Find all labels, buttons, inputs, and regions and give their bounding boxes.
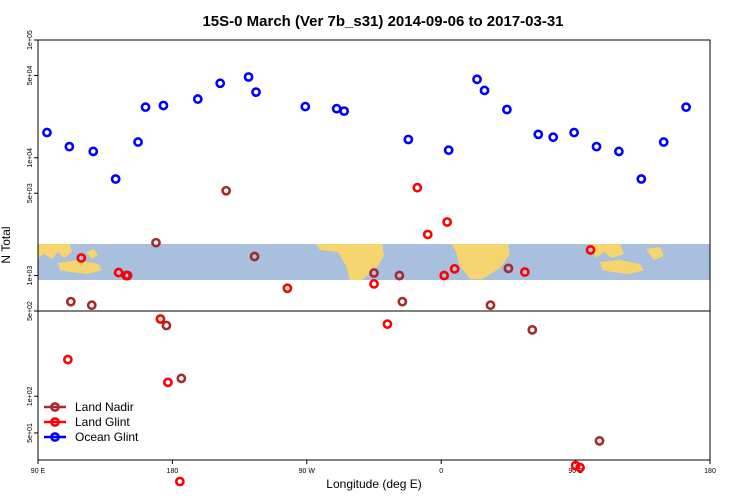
data-point xyxy=(140,102,151,113)
y-tick-label: 5e+04 xyxy=(27,66,34,86)
data-point xyxy=(251,87,261,98)
data-point xyxy=(403,134,414,145)
land-area xyxy=(452,244,510,279)
land-area xyxy=(38,244,72,259)
data-point xyxy=(422,229,433,240)
data-point xyxy=(449,263,460,274)
data-point xyxy=(591,141,602,152)
x-tick-label: 0 xyxy=(439,468,443,475)
chart-title: 15S-0 March (Ver 7b_s31) 2014-09-06 to 2… xyxy=(202,13,563,30)
data-point xyxy=(113,267,124,278)
y-tick-label: 1e+05 xyxy=(27,30,34,50)
data-point xyxy=(658,137,669,147)
data-point xyxy=(443,145,454,156)
y-tick-label: 1e+02 xyxy=(27,386,34,406)
y-tick-label: 1e+03 xyxy=(27,266,34,286)
data-point xyxy=(151,237,161,248)
data-point xyxy=(636,174,647,184)
y-tick-label: 5e+01 xyxy=(27,423,34,443)
x-tick-label: 180 xyxy=(704,468,716,475)
data-point xyxy=(485,300,496,311)
data-point xyxy=(300,101,311,112)
data-points xyxy=(42,72,692,487)
data-point xyxy=(155,314,166,324)
data-point xyxy=(174,476,185,487)
data-point xyxy=(533,129,544,140)
land-area xyxy=(646,247,664,260)
x-tick-label: 90 E xyxy=(568,468,583,475)
land-area xyxy=(600,260,644,274)
data-point xyxy=(397,296,408,307)
data-point xyxy=(65,296,76,307)
data-point xyxy=(176,373,187,384)
y-axis: 1e+05 5e+04 1e+04 5e+03 1e+03 5e+02 1e+02 5e+01 xyxy=(27,30,38,443)
data-point xyxy=(585,245,596,255)
data-point xyxy=(86,300,97,311)
data-point xyxy=(519,267,530,277)
data-point xyxy=(681,102,692,113)
data-point xyxy=(502,104,512,115)
data-point xyxy=(569,127,580,138)
data-point xyxy=(249,251,260,262)
x-tick-label: 90 W xyxy=(299,468,316,475)
data-point xyxy=(221,185,232,196)
data-point xyxy=(64,141,75,152)
plot-frame xyxy=(37,39,711,461)
data-point xyxy=(548,132,559,143)
data-point xyxy=(122,270,133,281)
data-point xyxy=(412,182,423,193)
data-point xyxy=(62,354,73,365)
data-point xyxy=(479,85,490,96)
data-point xyxy=(110,174,121,184)
y-tick-label: 5e+02 xyxy=(27,301,34,321)
y-axis-label: N Total xyxy=(0,226,13,263)
data-point xyxy=(594,436,605,446)
x-axis-label: Longitude (deg E) xyxy=(326,477,421,491)
data-point xyxy=(394,270,405,281)
y-tick-label: 1e+04 xyxy=(27,148,34,168)
legend-label: Land Glint xyxy=(75,415,130,429)
land-area xyxy=(590,244,624,258)
x-axis: 90 E 180 90 W 0 90 E 180 xyxy=(31,460,716,475)
data-point xyxy=(439,270,450,281)
data-point xyxy=(614,146,624,157)
data-point xyxy=(382,319,393,330)
data-point xyxy=(369,268,379,278)
data-point xyxy=(243,72,254,82)
data-point xyxy=(158,100,169,111)
data-point xyxy=(369,278,379,289)
data-point xyxy=(76,253,87,263)
data-point xyxy=(503,263,514,274)
land-area xyxy=(58,260,102,274)
data-point xyxy=(472,74,482,85)
legend-label: Ocean Glint xyxy=(75,430,139,444)
data-point xyxy=(215,78,226,89)
data-point xyxy=(442,217,453,227)
map-strip xyxy=(38,244,710,280)
data-point xyxy=(575,462,585,473)
land-area xyxy=(86,249,98,259)
data-point xyxy=(192,94,203,104)
data-point xyxy=(339,106,350,117)
data-point xyxy=(282,283,293,294)
legend-label: Land Nadir xyxy=(75,400,134,414)
data-point xyxy=(88,146,99,157)
legend-swatch-marker xyxy=(50,417,60,427)
x-tick-label: 180 xyxy=(167,468,179,475)
data-point xyxy=(42,127,52,138)
legend-swatch-marker xyxy=(50,432,60,442)
x-tick-label: 90 E xyxy=(31,468,46,475)
data-point xyxy=(331,103,342,114)
y-tick-label: 5e+03 xyxy=(27,183,34,203)
land-area xyxy=(316,244,384,280)
data-point xyxy=(161,320,172,331)
legend-swatch-marker xyxy=(50,402,60,412)
data-point xyxy=(527,324,538,335)
data-point xyxy=(163,377,173,388)
data-point xyxy=(133,137,143,147)
